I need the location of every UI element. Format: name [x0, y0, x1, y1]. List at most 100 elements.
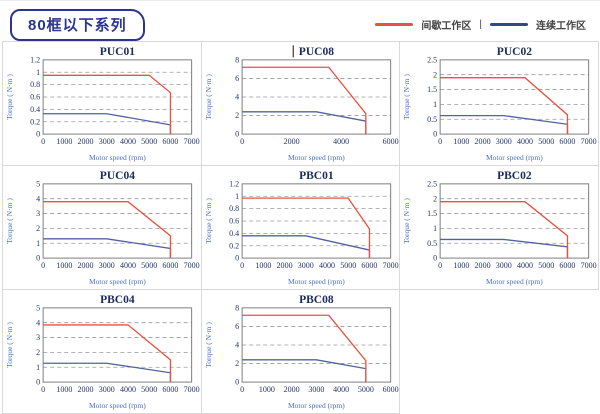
- y-tick-label: 0: [36, 378, 40, 387]
- x-tick-label: 0: [41, 261, 45, 270]
- chart-title: PUC04: [100, 170, 135, 182]
- x-tick-label: 3000: [308, 385, 324, 394]
- y-tick-label: 1: [36, 239, 40, 248]
- y-tick-label: 1.2: [30, 55, 40, 64]
- chart-PBC02: 0 0.5 1 1.5 2 2.5 0 1000 2000 3000 4000 5000 6000 700…: [402, 170, 597, 286]
- y-tick-label: 0: [235, 254, 239, 263]
- x-tick-label: 4000: [319, 261, 335, 270]
- x-tick-label: 4000: [333, 137, 349, 146]
- y-tick-label: 8: [235, 55, 239, 64]
- y-tick-label: 0.6: [229, 217, 239, 226]
- series-badge: 80框以下系列: [10, 9, 145, 41]
- intermittent-line: [241, 197, 370, 259]
- y-tick-label: 0: [235, 130, 239, 139]
- chart-PBC04: 0 1 2 3 4 5 0 1000 2000 3000 4000 5000 6000 7000 PBC04…: [5, 294, 200, 410]
- y-tick-label: 1: [433, 100, 437, 109]
- x-tick-label: 4000: [120, 137, 136, 146]
- plot-frame: [241, 307, 391, 383]
- y-tick-label: 2.5: [427, 55, 437, 64]
- x-axis-label: Motor speed (rpm): [288, 153, 345, 162]
- x-tick-label: 2000: [283, 385, 299, 394]
- intermittent-line: [43, 201, 172, 259]
- x-tick-label: 0: [41, 385, 45, 394]
- plot-frame: [42, 183, 193, 259]
- continuous-line: [440, 114, 569, 135]
- chart-title: PUC02: [497, 46, 532, 58]
- x-tick-label: 7000: [184, 137, 200, 146]
- y-tick-label: 0: [36, 130, 40, 139]
- x-tick-label: 7000: [184, 261, 200, 270]
- y-tick-label: 0.2: [30, 117, 40, 126]
- x-tick-label: 5000: [539, 137, 555, 146]
- x-tick-label: 1000: [56, 261, 72, 270]
- intermittent-line: [241, 314, 367, 383]
- continuous-line: [241, 111, 367, 135]
- chart-title: PBC02: [497, 170, 532, 182]
- x-tick-label: 5000: [141, 385, 157, 394]
- y-tick-label: 3: [36, 333, 40, 342]
- chart-PUC01: 0 0.2 0.4 0.6 0.8 1 1.2 0 1000 2000 3000 4000 5000 60…: [5, 46, 200, 162]
- x-tick-label: 1000: [259, 385, 275, 394]
- x-axis-label: Motor speed (rpm): [486, 277, 543, 286]
- x-axis-label: Motor speed (rpm): [89, 153, 146, 162]
- x-tick-label: 2000: [475, 137, 491, 146]
- x-tick-label: 2000: [78, 261, 94, 270]
- x-tick-label: 6000: [162, 385, 178, 394]
- plot-frame: [42, 59, 193, 135]
- x-tick-label: 6000: [382, 385, 398, 394]
- y-tick-label: 8: [235, 303, 239, 312]
- x-tick-label: 4000: [120, 385, 136, 394]
- y-tick-label: 3: [36, 209, 40, 218]
- y-tick-label: 1: [36, 68, 40, 77]
- x-tick-label: 0: [41, 137, 45, 146]
- x-tick-label: 3000: [496, 261, 512, 270]
- x-tick-label: 1000: [56, 137, 72, 146]
- y-tick-label: 0.5: [427, 115, 437, 124]
- x-tick-label: 0: [240, 137, 244, 146]
- x-tick-label: 3000: [297, 261, 313, 270]
- continuous-line: [241, 235, 370, 259]
- x-tick-label: 6000: [560, 137, 576, 146]
- chart-cell-puc01: 0 0.2 0.4 0.6 0.8 1 1.2 0 1000 2000 3000 4000 5000 60…: [3, 42, 202, 166]
- x-tick-label: 6000: [382, 137, 398, 146]
- x-tick-label: 7000: [382, 261, 398, 270]
- chart-cell-pbc04: 0 1 2 3 4 5 0 1000 2000 3000 4000 5000 6000 7000 PBC04…: [3, 290, 202, 414]
- y-tick-label: 0.5: [427, 239, 437, 248]
- y-tick-label: 1: [433, 224, 437, 233]
- y-tick-label: 4: [235, 93, 239, 102]
- x-tick-label: 1000: [454, 261, 470, 270]
- x-tick-label: 4000: [517, 261, 533, 270]
- intermittent-line: [43, 324, 172, 383]
- chart-title: PUC01: [100, 46, 135, 58]
- chart-PUC08: 0 2 4 6 8 0 2000 4000 6000 PUC08 Motor speed (rpm)…: [204, 45, 398, 162]
- x-tick-label: 1000: [255, 261, 271, 270]
- x-tick-label: 3000: [99, 137, 115, 146]
- y-axis-label: Torque ( N·m ): [5, 74, 14, 120]
- continuous-line-icon: [490, 23, 528, 26]
- y-tick-label: 1.5: [427, 85, 437, 94]
- x-tick-label: 6000: [162, 137, 178, 146]
- y-tick-label: 4: [36, 318, 40, 327]
- y-tick-label: 0: [433, 254, 437, 263]
- x-tick-label: 6000: [560, 261, 576, 270]
- chart-cell-pbc02: 0 0.5 1 1.5 2 2.5 0 1000 2000 3000 4000 5000 6000 700…: [400, 166, 599, 290]
- chart-cell-puc02: 0 0.5 1 1.5 2 2.5 0 1000 2000 3000 4000 5000 6000 700…: [400, 42, 599, 166]
- chart-cell-pbc08: 0 2 4 6 8 0 1000 2000 3000 4000 5000 6000 PBC08 Motor…: [201, 290, 401, 414]
- y-tick-label: 0.6: [30, 93, 40, 102]
- continuous-line: [43, 238, 172, 259]
- intermittent-line: [440, 77, 569, 135]
- y-axis-label: Torque ( N·m ): [402, 198, 411, 244]
- chart-cell-puc08: 0 2 4 6 8 0 2000 4000 6000 PUC08 Motor speed (rpm)…: [201, 42, 401, 166]
- y-tick-label: 1.2: [229, 179, 239, 188]
- y-tick-label: 0: [433, 130, 437, 139]
- y-tick-label: 1: [235, 192, 239, 201]
- y-tick-label: 4: [36, 194, 40, 203]
- chart-PBC01: 0 0.2 0.4 0.6 0.8 1 1.2 0 1000 2000 3000 4000 5000 60…: [204, 170, 399, 286]
- continuous-line: [43, 113, 172, 135]
- x-tick-label: 5000: [358, 385, 374, 394]
- chart-title: PUC08: [298, 46, 333, 58]
- x-tick-label: 5000: [141, 137, 157, 146]
- plot-frame: [241, 59, 391, 135]
- legend-separator: |: [479, 19, 482, 30]
